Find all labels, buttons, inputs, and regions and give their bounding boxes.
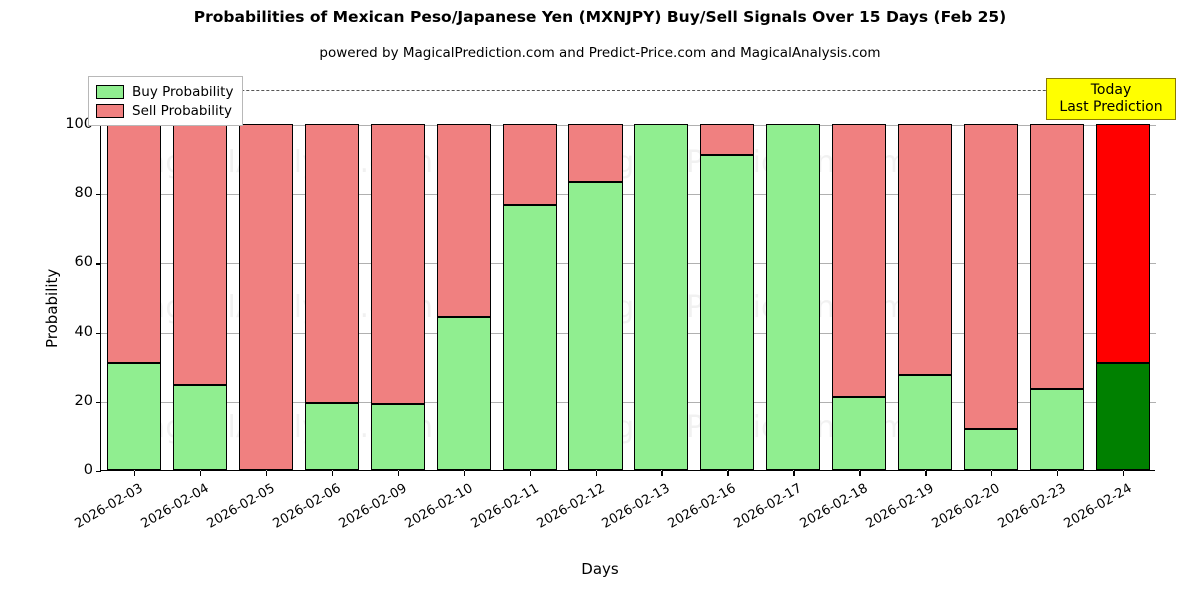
- x-tick-mark: [1123, 471, 1125, 476]
- x-tick-mark: [991, 471, 993, 476]
- bar-segment-sell: [502, 124, 557, 205]
- bar-stack: [700, 124, 755, 470]
- bar-segment-buy: [1095, 362, 1151, 470]
- bar-segment-sell: [304, 124, 359, 403]
- y-axis-label: Probability: [43, 268, 61, 348]
- bar-segment-sell: [700, 124, 755, 156]
- bar-segment-buy: [634, 124, 689, 470]
- bar-stack: [238, 124, 293, 470]
- bar-stack: [568, 124, 623, 470]
- bar-stack: [502, 124, 557, 470]
- y-tick-label: 80: [74, 185, 93, 202]
- bar-segment-sell: [172, 124, 227, 386]
- today-annotation-line2: Last Prediction: [1059, 98, 1163, 115]
- y-tick-label: 0: [83, 462, 93, 478]
- bar-segment-buy: [304, 402, 359, 470]
- legend-label-sell: Sell Probability: [132, 102, 233, 119]
- bar-stack: [898, 124, 953, 470]
- gridline-horizontal: [101, 332, 1156, 334]
- x-tick-mark: [397, 471, 400, 476]
- y-tick-label: 60: [74, 254, 93, 271]
- bar-stack: [436, 124, 491, 470]
- x-tick-mark: [199, 471, 202, 476]
- bar-segment-buy: [964, 429, 1019, 470]
- y-tick-mark: [96, 401, 101, 404]
- gridline-horizontal: [101, 125, 1156, 126]
- chart-subtitle: powered by MagicalPrediction.com and Pre…: [319, 45, 881, 61]
- y-tick-label: 40: [74, 323, 93, 340]
- bar-stack: [766, 124, 821, 470]
- y-tick-mark: [96, 471, 101, 473]
- bar-segment-buy: [502, 204, 557, 470]
- x-tick-mark: [595, 471, 597, 476]
- x-tick-mark: [727, 471, 729, 476]
- bar-segment-sell: [964, 124, 1019, 430]
- reference-dashed-line: [101, 90, 1156, 92]
- legend-label-buy: Buy Probability: [132, 83, 234, 100]
- bar-segment-buy: [898, 374, 953, 470]
- bar-segment-buy: [106, 362, 161, 470]
- gridline-horizontal: [101, 401, 1156, 403]
- y-tick-mark: [96, 194, 101, 196]
- x-tick-mark: [265, 471, 268, 476]
- bar-segment-sell: [370, 124, 425, 405]
- bar-segment-sell: [436, 124, 491, 317]
- chart-title: Probabilities of Mexican Peso/Japanese Y…: [193, 8, 1007, 26]
- x-tick-mark: [529, 471, 531, 476]
- bar-segment-buy: [700, 155, 755, 470]
- x-axis-label: Days: [581, 560, 619, 578]
- x-tick-mark: [793, 471, 795, 476]
- bar-segment-buy: [832, 396, 887, 470]
- y-tick-label: 100: [65, 116, 93, 132]
- x-tick-mark: [925, 471, 927, 476]
- x-tick-mark: [661, 471, 663, 476]
- bar-stack: [964, 124, 1019, 470]
- plot-area: Probability MagicalAnalysis.comMagicalPr…: [43, 90, 1156, 532]
- bar-segment-buy: [1030, 388, 1085, 470]
- x-tick-mark: [463, 471, 465, 476]
- bar-stack: [370, 124, 425, 470]
- bar-segment-sell: [568, 124, 623, 182]
- bar-segment-buy: [766, 124, 821, 470]
- bar-segment-buy: [436, 316, 491, 470]
- legend-swatch-sell-icon: [96, 103, 124, 118]
- bar-segment-sell: [106, 124, 161, 363]
- bar-segment-sell: [898, 124, 953, 375]
- chart-legend: Buy Probability Sell Probability: [88, 76, 244, 126]
- bar-stack: [832, 124, 887, 470]
- legend-item-buy: Buy Probability: [96, 82, 233, 101]
- legend-item-sell: Sell Probability: [96, 101, 233, 120]
- bar-segment-buy: [172, 385, 227, 470]
- bar-segment-buy: [568, 181, 623, 470]
- y-tick-label: 20: [74, 392, 93, 409]
- y-tick-mark: [96, 332, 101, 334]
- bar-stack: [634, 124, 689, 470]
- bar-segment-buy: [370, 404, 425, 470]
- x-tick-mark: [133, 471, 136, 476]
- x-tick-mark: [331, 471, 334, 476]
- bar-segment-sell: [832, 124, 887, 397]
- gridline-horizontal: [101, 263, 1156, 265]
- x-tick-mark: [1057, 471, 1059, 476]
- bar-segment-sell: [1095, 124, 1151, 363]
- x-tick-mark: [859, 471, 861, 476]
- bar-segment-sell: [1030, 124, 1085, 389]
- bar-stack: [106, 124, 161, 470]
- bar-stack: [1095, 124, 1151, 470]
- y-tick-mark: [96, 263, 101, 265]
- bar-stack: [304, 124, 359, 470]
- today-annotation-line1: Today: [1090, 82, 1132, 98]
- bar-stack: [1030, 124, 1085, 470]
- today-annotation: Today Last Prediction: [1046, 78, 1176, 121]
- gridline-horizontal: [101, 194, 1156, 196]
- bar-segment-sell: [238, 124, 293, 470]
- legend-swatch-buy-icon: [96, 84, 124, 99]
- bar-stack: [172, 124, 227, 470]
